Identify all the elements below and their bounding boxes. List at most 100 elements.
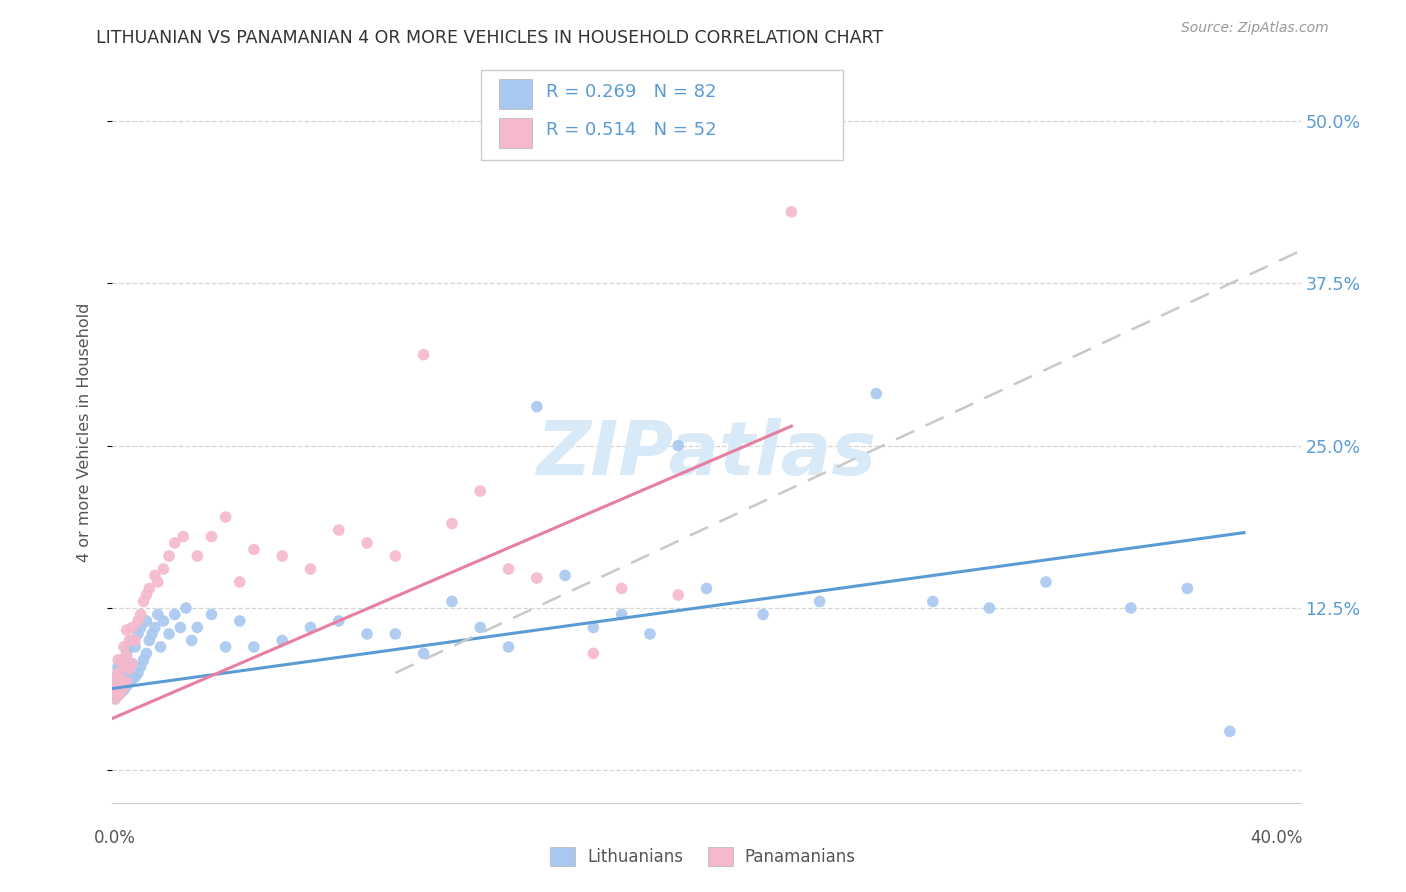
Point	[110, 679, 132, 693]
Point	[110, 685, 132, 699]
Point	[498, 640, 520, 654]
Point	[124, 670, 146, 684]
Point	[121, 657, 143, 671]
Point	[115, 679, 138, 693]
Point	[107, 673, 129, 687]
Point	[146, 574, 169, 589]
Point	[200, 529, 222, 543]
Point	[112, 640, 135, 654]
Point	[163, 607, 186, 622]
Point	[110, 685, 132, 699]
Point	[121, 620, 143, 634]
Point	[118, 633, 141, 648]
Point	[498, 562, 520, 576]
Point	[979, 601, 1001, 615]
Point	[1119, 601, 1142, 615]
Legend: Lithuanians, Panamanians: Lithuanians, Panamanians	[544, 840, 862, 873]
Point	[610, 607, 633, 622]
Point	[169, 620, 191, 634]
Point	[141, 627, 163, 641]
Point	[172, 529, 194, 543]
Point	[200, 607, 222, 622]
Point	[107, 677, 129, 691]
Point	[780, 204, 803, 219]
Point	[180, 633, 202, 648]
Point	[526, 400, 548, 414]
Point	[107, 662, 129, 676]
Text: 0.0%: 0.0%	[94, 829, 136, 847]
Point	[115, 659, 138, 673]
Point	[470, 620, 492, 634]
Point	[107, 682, 129, 697]
Point	[104, 692, 127, 706]
Point	[752, 607, 775, 622]
Point	[157, 549, 180, 563]
Point	[149, 640, 172, 654]
Point	[554, 568, 576, 582]
Point	[110, 665, 132, 680]
Point	[440, 516, 463, 531]
Point	[229, 614, 252, 628]
Point	[610, 582, 633, 596]
Point	[214, 510, 236, 524]
Point	[104, 670, 127, 684]
Point	[115, 675, 138, 690]
Point	[107, 679, 129, 693]
Point	[104, 685, 127, 699]
Point	[104, 673, 127, 687]
Point	[118, 675, 141, 690]
Point	[666, 439, 689, 453]
Text: Source: ZipAtlas.com: Source: ZipAtlas.com	[1181, 21, 1329, 35]
Point	[107, 688, 129, 702]
Point	[582, 647, 605, 661]
Point	[107, 667, 129, 681]
Point	[107, 665, 129, 680]
Point	[138, 633, 160, 648]
Point	[356, 627, 378, 641]
Point	[132, 653, 155, 667]
Point	[328, 523, 350, 537]
Point	[696, 582, 718, 596]
Point	[243, 640, 266, 654]
Point	[135, 647, 157, 661]
Point	[865, 386, 887, 401]
Point	[299, 620, 322, 634]
Point	[299, 562, 322, 576]
Point	[526, 571, 548, 585]
Point	[112, 675, 135, 690]
Point	[104, 679, 127, 693]
Point	[271, 549, 294, 563]
Point	[124, 640, 146, 654]
Point	[110, 657, 132, 671]
Point	[921, 594, 943, 608]
Point	[384, 549, 406, 563]
Point	[152, 614, 174, 628]
Point	[229, 574, 252, 589]
Point	[112, 682, 135, 697]
Point	[112, 659, 135, 673]
Point	[127, 614, 149, 628]
Point	[104, 675, 127, 690]
Text: 40.0%: 40.0%	[1250, 829, 1303, 847]
Point	[110, 673, 132, 687]
Point	[121, 657, 143, 671]
Bar	[499, 79, 531, 109]
Point	[104, 692, 127, 706]
Point	[127, 627, 149, 641]
Point	[470, 484, 492, 499]
Point	[271, 633, 294, 648]
Point	[412, 348, 434, 362]
Point	[214, 640, 236, 654]
Point	[107, 659, 129, 673]
Point	[129, 659, 152, 673]
Point	[143, 568, 166, 582]
Text: R = 0.269   N = 82: R = 0.269 N = 82	[546, 83, 717, 101]
Point	[112, 679, 135, 693]
Point	[115, 623, 138, 637]
Point	[110, 653, 132, 667]
Point	[243, 542, 266, 557]
Point	[1219, 724, 1241, 739]
Point	[808, 594, 831, 608]
Point	[1035, 574, 1057, 589]
Point	[104, 679, 127, 693]
